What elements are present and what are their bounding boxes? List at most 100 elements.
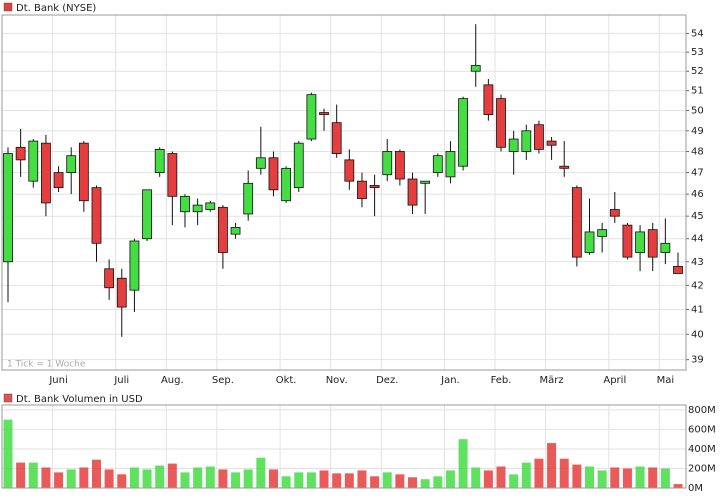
x-tick-label: Dez. <box>376 375 398 386</box>
volume-bar <box>268 469 278 488</box>
volume-bar <box>496 466 506 488</box>
candle-body <box>382 151 393 176</box>
volume-bar <box>547 443 557 488</box>
volume-bar <box>218 469 228 488</box>
volume-bar <box>104 469 114 488</box>
volume-bar <box>622 468 632 488</box>
volume-bar <box>79 467 89 488</box>
y-tick-label: 45 <box>691 211 704 222</box>
x-tick-label: Jan. <box>440 375 460 386</box>
volume-bar <box>408 477 418 488</box>
y-tick-label: 48 <box>691 146 704 157</box>
x-tick-label: März <box>540 375 564 386</box>
y-tick-label: 40 <box>691 329 704 340</box>
candle-body <box>559 165 570 169</box>
plot-frame <box>1 404 687 489</box>
volume-bar <box>521 462 531 488</box>
volume-bar <box>319 470 329 488</box>
candle-body <box>319 112 329 115</box>
volume-bar <box>243 469 253 488</box>
candle-body <box>154 148 165 173</box>
candle-body <box>3 153 13 263</box>
candle-body <box>255 157 266 169</box>
volume-bar <box>231 472 241 488</box>
y-tick-label: 53 <box>691 47 704 58</box>
candle-body <box>28 140 39 182</box>
volume-bar <box>370 476 380 488</box>
candle-body <box>78 142 89 202</box>
candle-body <box>635 231 645 253</box>
volume-bar <box>483 470 493 488</box>
volume-bar <box>610 467 620 488</box>
candle-body <box>571 187 582 258</box>
x-tick-label: Sep. <box>212 375 234 386</box>
volume-bar <box>117 474 127 488</box>
y-tick-label: 43 <box>691 257 704 268</box>
y-tick-label: 39 <box>691 355 704 366</box>
volume-bar <box>395 474 405 488</box>
candle-body <box>458 98 468 167</box>
candle-body <box>609 209 620 217</box>
candle-body <box>205 202 216 210</box>
candle-body <box>420 180 431 184</box>
volume-bar <box>205 466 215 488</box>
y-tick-label: 47 <box>691 168 704 179</box>
plot-frame <box>1 14 687 371</box>
x-tick-label: Nov. <box>326 375 348 386</box>
candle-body <box>660 242 671 253</box>
candle-body <box>508 138 519 152</box>
candle-body <box>104 268 115 289</box>
candle-body <box>41 142 51 204</box>
volume-bar <box>660 468 670 488</box>
legend-swatch <box>3 2 13 12</box>
candle-body <box>230 226 241 235</box>
y-tick-label: 800M <box>688 405 716 416</box>
volume-bar <box>294 472 304 488</box>
volume-bar <box>534 458 544 488</box>
y-tick-label: 600M <box>688 424 716 435</box>
volume-bar <box>559 458 569 488</box>
volume-bar <box>281 476 291 488</box>
candle-body <box>584 231 595 253</box>
y-tick-label: 0M <box>688 483 703 494</box>
candle-body <box>357 180 367 199</box>
x-tick-label: April <box>603 375 626 386</box>
candle-body <box>243 182 254 215</box>
volume-bar <box>585 466 595 488</box>
legend-label: Dt. Bank (NYSE) <box>16 3 96 14</box>
candle-body <box>15 146 26 161</box>
candle-body <box>142 189 152 240</box>
candle-body <box>218 206 228 253</box>
volume-bar <box>357 470 367 488</box>
volume-bar <box>382 472 392 488</box>
x-tick-label: Juni <box>48 375 67 386</box>
y-tick-label: 52 <box>691 66 704 77</box>
volume-bar <box>332 473 342 488</box>
candle-body <box>129 240 140 291</box>
volume-bar <box>458 439 468 488</box>
y-tick-label: 54 <box>691 28 704 39</box>
x-tick-label: Okt. <box>276 375 297 386</box>
candle-body <box>344 159 355 182</box>
y-tick-label: 49 <box>691 126 704 137</box>
volume-bar <box>16 462 26 488</box>
candle-body <box>470 65 481 72</box>
volume-bar <box>41 467 51 488</box>
y-tick-label: 50 <box>691 106 704 117</box>
volume-bar <box>306 472 316 488</box>
volume-bar <box>155 465 165 488</box>
annotation: 1 Tick = 1 Woche <box>7 360 86 370</box>
plot-area <box>1 404 687 489</box>
x-tick-label: Juli <box>113 375 129 386</box>
candle-body <box>293 142 304 189</box>
volume-bar <box>471 467 481 488</box>
volume-bar <box>509 474 519 488</box>
volume-bar <box>66 469 76 488</box>
candle-body <box>445 151 456 178</box>
candle-body <box>521 130 532 152</box>
volume-bar <box>54 472 64 488</box>
volume-bar <box>180 472 190 488</box>
y-tick-label: 42 <box>691 280 704 291</box>
x-tick-label: Mai <box>657 375 675 386</box>
